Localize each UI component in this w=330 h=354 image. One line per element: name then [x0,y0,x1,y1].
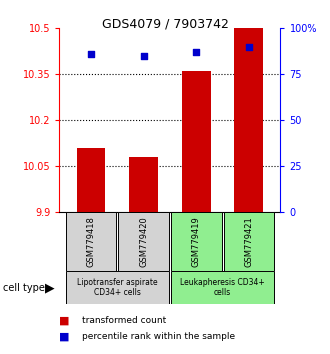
Bar [182,71,211,212]
Text: transformed count: transformed count [82,316,167,325]
Bar [66,212,116,271]
Point [246,44,251,50]
Text: GSM779420: GSM779420 [139,216,148,267]
Bar [77,148,106,212]
Point [141,53,146,59]
Text: Leukapheresis CD34+
cells: Leukapheresis CD34+ cells [180,278,265,297]
Text: percentile rank within the sample: percentile rank within the sample [82,332,236,341]
Point [194,50,199,55]
Text: GSM779421: GSM779421 [245,216,253,267]
Bar [224,212,274,271]
Text: Lipotransfer aspirate
CD34+ cells: Lipotransfer aspirate CD34+ cells [77,278,158,297]
Bar [171,212,221,271]
Bar [129,157,158,212]
Bar [118,212,169,271]
Text: cell type: cell type [3,282,45,293]
Text: ■: ■ [59,331,70,341]
Bar [234,28,263,212]
Text: ■: ■ [59,315,70,325]
Text: ▶: ▶ [45,281,54,294]
Text: GSM779418: GSM779418 [86,216,95,267]
Bar [171,271,274,304]
Text: GSM779419: GSM779419 [192,216,201,267]
Bar [66,271,169,304]
Text: GDS4079 / 7903742: GDS4079 / 7903742 [102,18,228,31]
Point [88,51,94,57]
